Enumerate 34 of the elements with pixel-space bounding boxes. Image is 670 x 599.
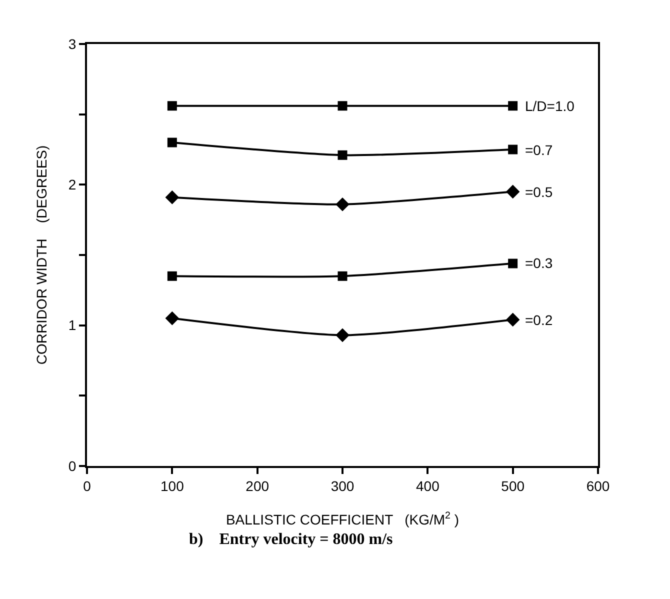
point xyxy=(336,328,350,342)
x-tick-label: 300 xyxy=(330,478,354,494)
x-tick-label: 500 xyxy=(501,478,525,494)
point xyxy=(166,312,179,325)
y-tick-label: 1 xyxy=(68,317,76,334)
y-tick-label: 0 xyxy=(68,458,76,474)
x-tick-label: 0 xyxy=(83,478,92,494)
point xyxy=(508,258,518,268)
series-label: =0.3 xyxy=(525,255,553,271)
point xyxy=(338,271,348,281)
point xyxy=(338,150,348,160)
text: b) Entry velocity = 8000 m/s xyxy=(189,531,393,548)
y-tick-label: 2 xyxy=(68,176,76,193)
point xyxy=(166,190,179,204)
series-label: =0.2 xyxy=(525,312,553,328)
x-tick-label: 400 xyxy=(416,478,440,494)
series-label: L/D=1.0 xyxy=(525,98,575,114)
x-tick-label: 200 xyxy=(246,478,270,494)
series-label: =0.5 xyxy=(525,184,553,200)
point xyxy=(506,185,520,198)
point xyxy=(336,198,350,211)
x-tick-label: 600 xyxy=(586,478,610,494)
series-label: =0.7 xyxy=(525,142,553,158)
point xyxy=(167,271,177,281)
y-axis-title: CORRIDOR WIDTH (DEGREES) xyxy=(34,145,50,365)
x-axis-title: BALLISTIC COEFFICIENT (KG/M$^{2}$ ) xyxy=(226,510,460,528)
point xyxy=(167,138,177,148)
point xyxy=(506,313,520,326)
point xyxy=(508,101,518,111)
point xyxy=(508,144,518,154)
y-tick-label: 3 xyxy=(68,36,76,52)
point xyxy=(338,101,348,111)
point xyxy=(167,101,177,111)
x-tick-label: 100 xyxy=(160,478,184,494)
